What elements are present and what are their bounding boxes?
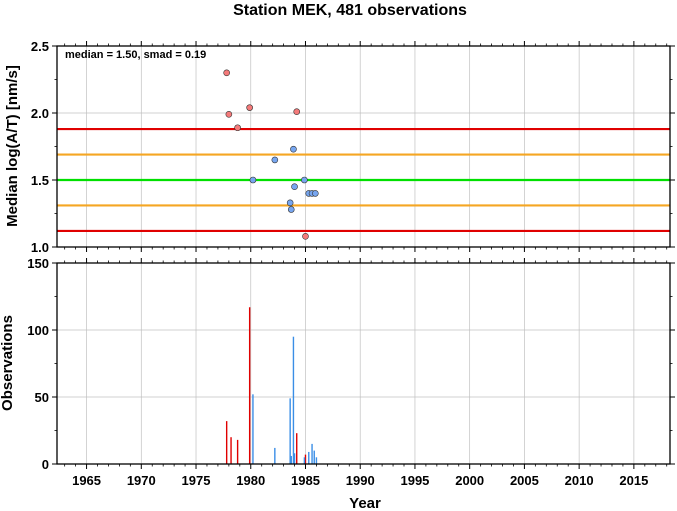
data-point bbox=[286, 199, 294, 207]
top-frame bbox=[56, 45, 671, 248]
x-tick-label: 2000 bbox=[455, 473, 484, 488]
y-tick-label: 0 bbox=[42, 457, 49, 472]
x-tick-label: 2010 bbox=[565, 473, 594, 488]
y-tick-label: 150 bbox=[27, 256, 49, 271]
x-tick-label: 1995 bbox=[400, 473, 429, 488]
top-y-axis-label: Median log(A/T) [nm/s] bbox=[4, 65, 21, 227]
stats-annotation: median = 1.50, smad = 0.19 bbox=[65, 49, 206, 61]
x-tick-label: 1990 bbox=[346, 473, 375, 488]
data-point bbox=[293, 108, 301, 115]
bottom-panel: 1965 1970 1975 1980 1985 1990 1995 2000 2005 2010… bbox=[27, 256, 675, 488]
x-tick-label: 2005 bbox=[510, 473, 539, 488]
data-point bbox=[287, 206, 295, 213]
x-axis-label: Year bbox=[349, 495, 381, 511]
data-point bbox=[225, 111, 233, 118]
bottom-frame bbox=[56, 262, 671, 465]
y-tick-label: 2.5 bbox=[31, 39, 49, 54]
data-point bbox=[234, 124, 241, 132]
x-tick-label: 1975 bbox=[182, 473, 211, 488]
data-point bbox=[223, 69, 230, 77]
data-point bbox=[290, 145, 297, 153]
bottom-y-axis-label: Observations bbox=[0, 315, 16, 411]
x-tick-label: 1970 bbox=[127, 473, 156, 488]
y-tick-label: 50 bbox=[35, 390, 49, 405]
data-point bbox=[271, 156, 279, 164]
data-point bbox=[249, 176, 257, 184]
data-point bbox=[312, 190, 319, 197]
data-point bbox=[302, 232, 309, 240]
data-point bbox=[291, 183, 298, 190]
x-tick-label: 2015 bbox=[619, 473, 648, 488]
x-tick-label: 1980 bbox=[236, 473, 265, 488]
y-tick-label: 100 bbox=[27, 323, 49, 338]
top-panel: 1.0 1.5 2.0 2.5 bbox=[31, 39, 675, 255]
chart-title: Station MEK, 481 observations bbox=[233, 2, 467, 19]
x-tick-label: 1985 bbox=[291, 473, 320, 488]
data-point bbox=[246, 104, 253, 111]
y-tick-label: 1.5 bbox=[31, 173, 49, 188]
data-point bbox=[301, 176, 308, 184]
y-tick-label: 1.0 bbox=[31, 240, 49, 255]
x-tick-label: 1965 bbox=[72, 473, 101, 488]
y-tick-label: 2.0 bbox=[31, 106, 49, 121]
